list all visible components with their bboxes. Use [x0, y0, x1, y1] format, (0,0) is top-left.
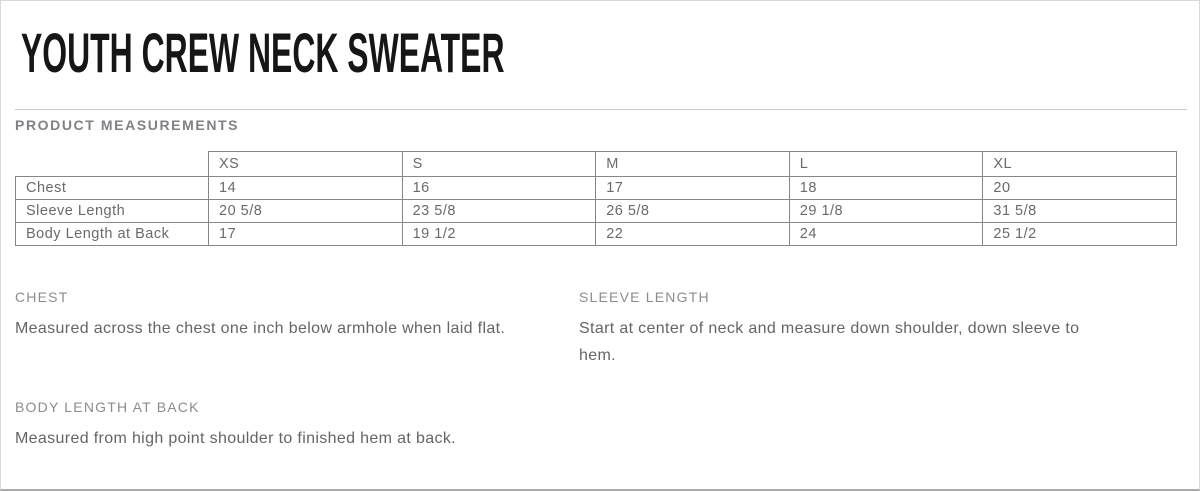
- definition-description: Start at center of neck and measure down…: [579, 320, 1080, 364]
- cell-value: 17: [595, 176, 790, 200]
- cell-value: 26 5/8: [595, 199, 790, 223]
- product-measurements-heading: PRODUCT MEASUREMENTS: [15, 117, 240, 133]
- cell-value: 22: [595, 222, 790, 246]
- table-header-row: XS S M L XL: [16, 151, 1177, 177]
- definition-description: Measured from high point shoulder to fin…: [15, 430, 456, 447]
- cell-value: 25 1/2: [982, 222, 1177, 246]
- row-label: Sleeve Length: [15, 199, 209, 223]
- cell-value: 18: [788, 176, 984, 200]
- section-divider: [15, 109, 1187, 110]
- cell-value: 24: [788, 222, 984, 246]
- page-title: YOUTH CREW NECK SWEATER: [21, 21, 505, 84]
- size-table: XS S M L XL Chest 14 16 17 18 20 Sleeve …: [15, 151, 1177, 246]
- cell-value: 20: [982, 176, 1177, 200]
- definition-sleeve-length: SLEEVE LENGTH Start at center of neck an…: [579, 289, 1114, 369]
- cell-value: 20 5/8: [208, 199, 403, 223]
- definition-chest: CHEST Measured across the chest one inch…: [15, 289, 575, 342]
- column-header-l: L: [788, 151, 984, 177]
- definition-term: SLEEVE LENGTH: [579, 289, 710, 305]
- cell-value: 14: [208, 176, 403, 200]
- column-header-m: M: [595, 151, 790, 177]
- column-header-xl: XL: [982, 151, 1177, 177]
- cell-value: 23 5/8: [401, 199, 597, 223]
- definition-term: BODY LENGTH AT BACK: [15, 399, 200, 415]
- table-row-body-length-at-back: Body Length at Back 17 19 1/2 22 24 25 1…: [15, 222, 1177, 246]
- definition-term: CHEST: [15, 289, 69, 305]
- table-row-chest: Chest 14 16 17 18 20: [15, 176, 1177, 200]
- column-header-s: S: [401, 151, 597, 177]
- cell-value: 17: [208, 222, 403, 246]
- definition-description: Measured across the chest one inch below…: [15, 320, 506, 337]
- definition-body-length-at-back: BODY LENGTH AT BACK Measured from high p…: [15, 399, 575, 452]
- table-corner-cell: [16, 152, 209, 177]
- column-header-xs: XS: [208, 151, 403, 177]
- row-label: Body Length at Back: [15, 222, 209, 246]
- table-row-sleeve-length: Sleeve Length 20 5/8 23 5/8 26 5/8 29 1/…: [15, 199, 1177, 223]
- cell-value: 31 5/8: [982, 199, 1177, 223]
- row-label: Chest: [15, 176, 209, 200]
- cell-value: 16: [401, 176, 597, 200]
- cell-value: 29 1/8: [788, 199, 984, 223]
- cell-value: 19 1/2: [401, 222, 597, 246]
